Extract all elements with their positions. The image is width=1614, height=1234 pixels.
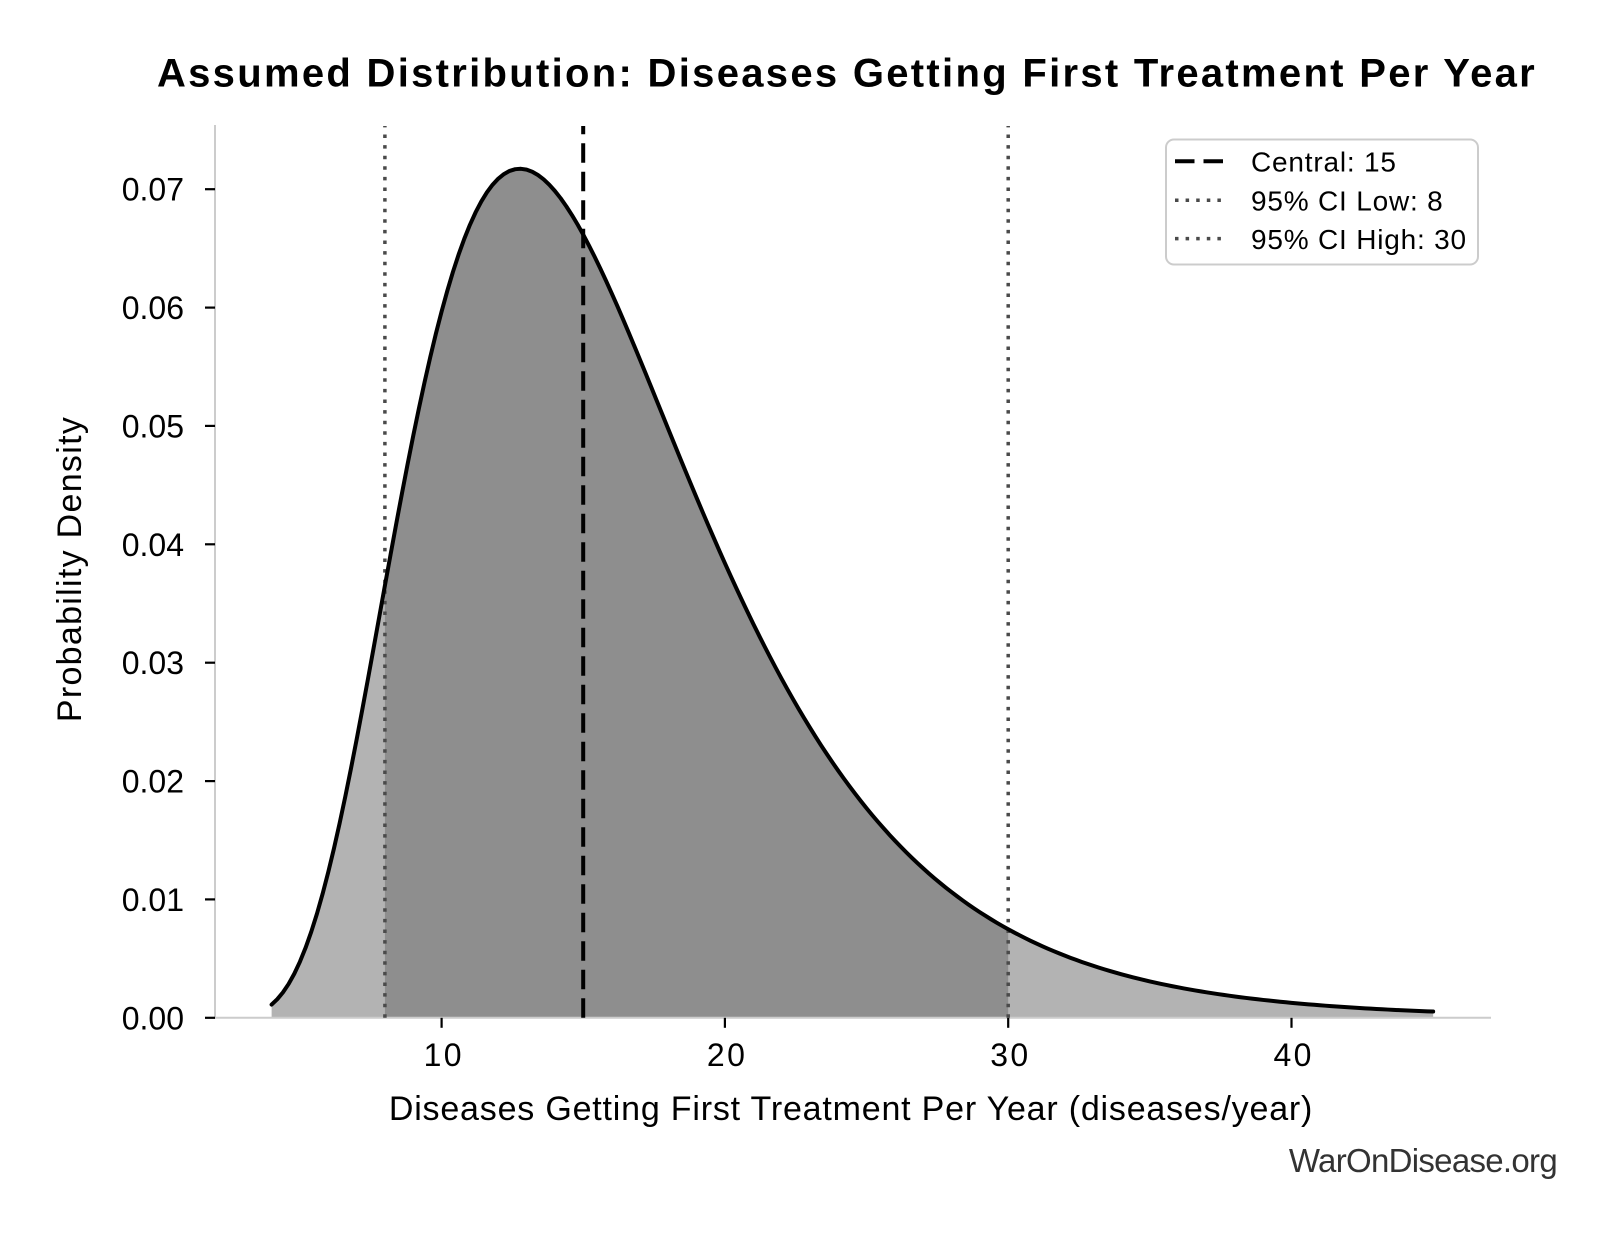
svg-text:0.03: 0.03 [122, 645, 184, 681]
svg-text:0.05: 0.05 [122, 408, 184, 444]
svg-text:95% CI High: 30: 95% CI High: 30 [1251, 224, 1467, 255]
svg-text:0.06: 0.06 [122, 290, 184, 326]
svg-text:30: 30 [990, 1037, 1030, 1073]
svg-text:10: 10 [424, 1037, 464, 1073]
svg-text:0.01: 0.01 [122, 882, 184, 918]
svg-text:0.07: 0.07 [122, 172, 184, 208]
svg-text:Diseases Getting First Treatme: Diseases Getting First Treatment Per Yea… [389, 1090, 1313, 1128]
svg-text:Assumed Distribution: Diseases: Assumed Distribution: Diseases Getting F… [157, 52, 1537, 96]
svg-text:20: 20 [707, 1037, 747, 1073]
svg-text:WarOnDisease.org: WarOnDisease.org [1289, 1142, 1557, 1179]
svg-text:0.04: 0.04 [122, 527, 184, 563]
svg-text:95% CI Low: 8: 95% CI Low: 8 [1251, 186, 1444, 217]
svg-text:Probability Density: Probability Density [51, 416, 89, 722]
svg-text:0.02: 0.02 [122, 764, 184, 800]
svg-text:0.00: 0.00 [122, 1000, 184, 1036]
svg-text:40: 40 [1273, 1037, 1313, 1073]
svg-text:Central: 15: Central: 15 [1251, 147, 1397, 178]
